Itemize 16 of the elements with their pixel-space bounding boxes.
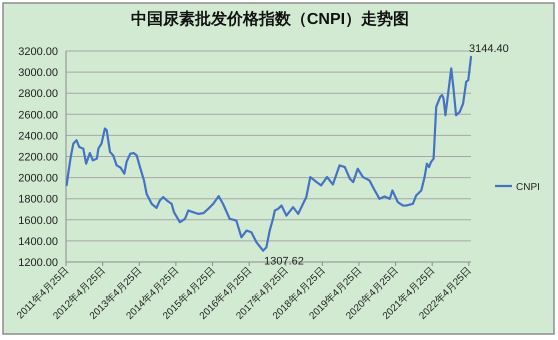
legend-label: CNPI: [516, 182, 540, 193]
y-tick-label: 1600.00: [18, 214, 58, 227]
y-tick-label: 3200.00: [18, 46, 58, 58]
y-tick-label: 3000.00: [18, 67, 58, 80]
y-tick-label: 2600.00: [18, 109, 58, 122]
y-tick-label: 2200.00: [18, 152, 58, 164]
y-tick-label: 2800.00: [18, 88, 58, 100]
y-tick-label: 1400.00: [18, 236, 58, 248]
annotation: 3144.40: [469, 42, 509, 55]
line-series: [66, 56, 472, 252]
y-tick-label: 2000.00: [18, 172, 58, 185]
chart-title: 中国尿素批发价格指数（CNPI）走势图: [130, 10, 410, 28]
y-tick-label: 1200.00: [18, 257, 58, 269]
annotation: 1307.62: [264, 256, 304, 268]
y-tick-label: 2400.00: [18, 130, 58, 142]
y-tick-label: 1800.00: [18, 194, 58, 206]
